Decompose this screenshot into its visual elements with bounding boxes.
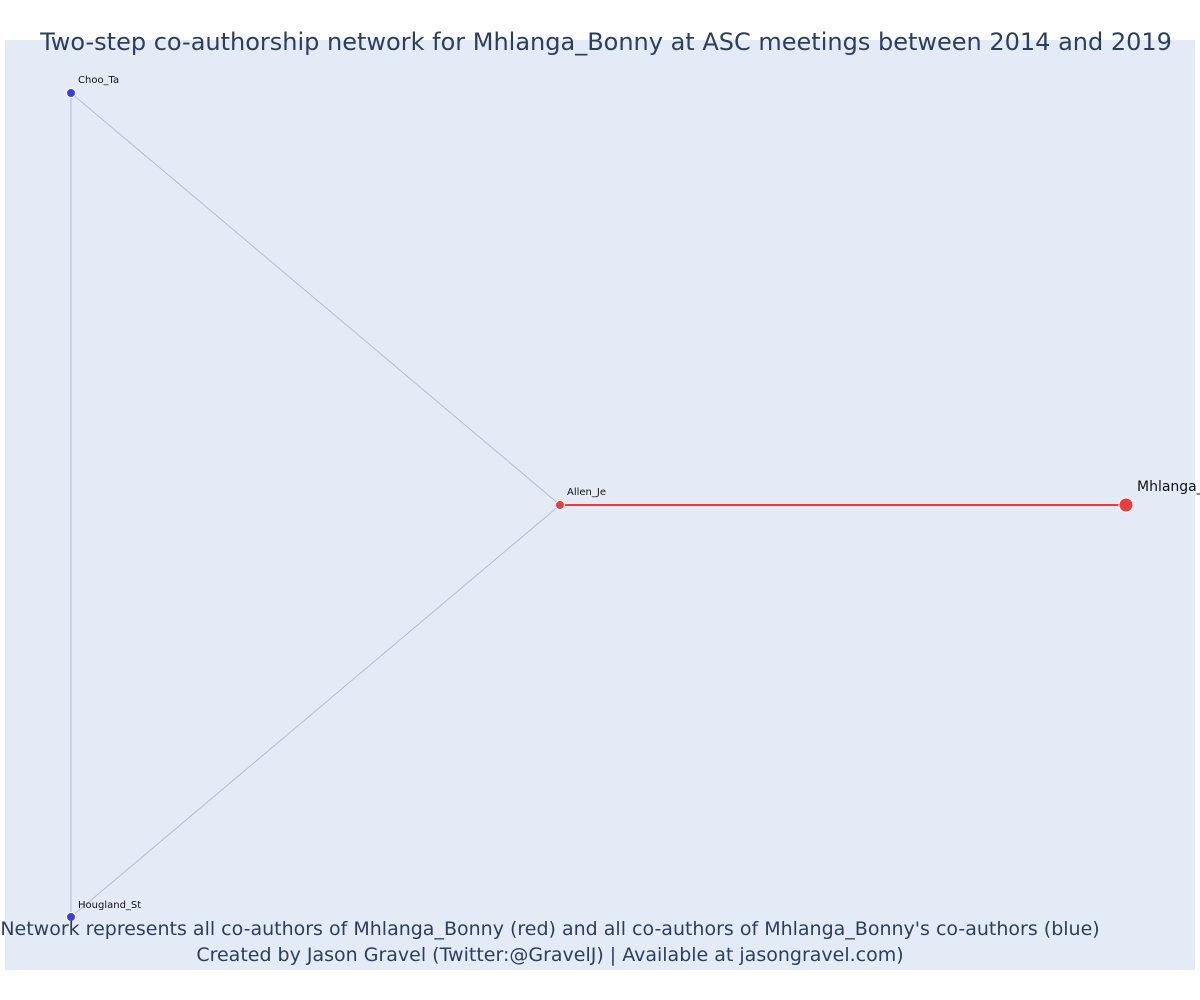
node-label-allen: Allen_Je bbox=[567, 487, 606, 498]
edge-allen-choo bbox=[70, 92, 561, 506]
labels-layer: Mhlanga_Bonny Allen_Je Choo_Ta Hougland_St bbox=[78, 75, 1200, 911]
node-label-hougland: Hougland_St bbox=[78, 900, 141, 911]
node-mhlanga[interactable] bbox=[1118, 497, 1134, 513]
node-choo[interactable] bbox=[66, 88, 76, 98]
node-allen[interactable] bbox=[555, 500, 565, 510]
node-label-mhlanga: Mhlanga_Bonny bbox=[1137, 479, 1200, 495]
edges-layer bbox=[70, 92, 1126, 918]
edge-allen-hougland bbox=[70, 504, 561, 918]
node-hougland[interactable] bbox=[66, 912, 76, 922]
chart-title: Two-step co-authorship network for Mhlan… bbox=[40, 28, 1172, 56]
caption-credit: Created by Jason Gravel (Twitter:@Gravel… bbox=[196, 944, 904, 966]
caption-network-description: Network represents all co-authors of Mhl… bbox=[0, 918, 1100, 940]
node-label-choo: Choo_Ta bbox=[78, 75, 119, 86]
nodes-layer bbox=[66, 88, 1134, 922]
